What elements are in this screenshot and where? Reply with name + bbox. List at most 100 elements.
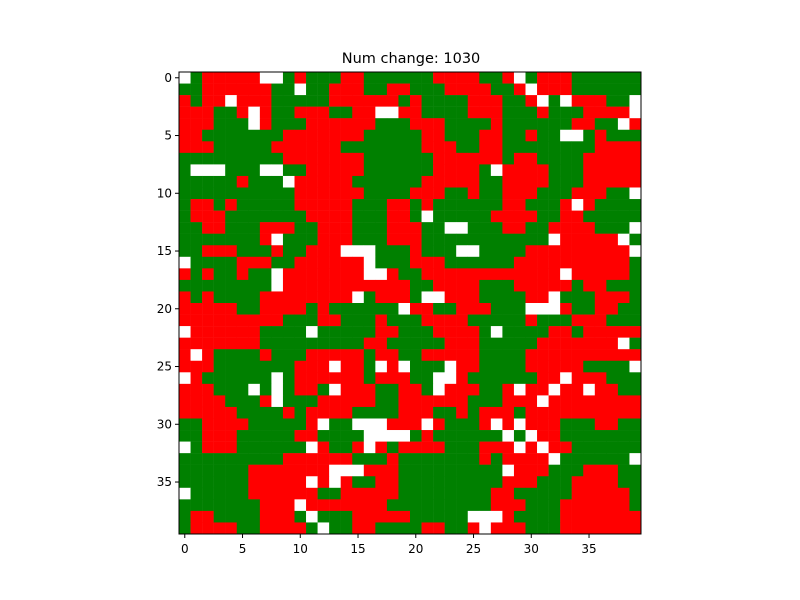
heatmap-cell [236,430,249,442]
heatmap-cell [617,279,630,292]
heatmap-cell [398,453,411,465]
heatmap-cell [513,95,526,107]
heatmap-cell [537,522,549,535]
heatmap-cell [583,118,596,130]
heatmap-cell [306,199,318,211]
heatmap-cell [525,395,538,408]
heatmap-cell [513,464,526,477]
heatmap-cell [375,372,388,385]
heatmap-cell [375,430,388,442]
heatmap-cell [629,349,642,361]
heatmap-cell [340,268,353,281]
heatmap-cell [537,499,549,512]
heatmap-cell [225,118,237,130]
heatmap-cell [410,303,422,315]
heatmap-cell [490,141,503,154]
heatmap-cell [259,199,272,211]
heatmap-cell [213,187,226,200]
heatmap-cell [583,83,596,96]
heatmap-cell [225,291,237,304]
heatmap-cell [410,326,422,338]
heatmap-cell [410,199,422,211]
heatmap-cell [525,245,538,258]
heatmap-cell [433,372,445,385]
heatmap-cell [213,406,226,419]
heatmap-cell [375,187,388,200]
heatmap-cell [329,268,341,281]
heatmap-cell [629,83,642,96]
heatmap-cell [259,314,272,327]
heatmap-cell [537,314,549,327]
heatmap-cell [306,233,318,246]
heatmap-cell [306,210,318,223]
heatmap-cell [617,510,630,523]
heatmap-cell [225,372,237,385]
y-tick-label: 5 [164,129,172,143]
heatmap-cell [617,129,630,142]
heatmap-cell [329,441,341,454]
heatmap-cell [271,476,284,489]
heatmap-cell [282,418,295,431]
heatmap-cell [617,453,630,465]
heatmap-cell [490,372,503,385]
heatmap-cell [617,187,630,200]
heatmap-cell [375,164,388,177]
heatmap-cell [282,175,295,188]
heatmap-cell [329,383,341,396]
heatmap-cell [202,291,214,304]
heatmap-cell [271,164,284,177]
heatmap-cell [525,522,538,535]
heatmap-cell [306,476,318,489]
heatmap-cell [213,210,226,223]
heatmap-cell [375,95,388,107]
heatmap-cell [352,360,365,373]
heatmap-cell [271,510,284,523]
heatmap-cell [259,222,272,234]
heatmap-cell [179,72,191,84]
heatmap-cell [282,464,295,477]
heatmap-cell [410,430,422,442]
heatmap-cell [340,129,353,142]
heatmap-cell [306,256,318,269]
heatmap-cell [629,199,642,211]
heatmap-cell [490,118,503,130]
heatmap-cell [294,164,307,177]
heatmap-cell [548,199,561,211]
heatmap-cell [490,164,503,177]
heatmap-cell [202,233,214,246]
heatmap-cell [456,303,468,315]
heatmap-cell [629,418,642,431]
heatmap-cell [363,106,376,119]
heatmap-cell [444,175,457,188]
heatmap-cell [444,349,457,361]
heatmap-cell [410,476,422,489]
heatmap-cell [410,95,422,107]
y-tick-label: 30 [157,417,172,431]
heatmap-cell [525,291,538,304]
heatmap-cell [594,95,607,107]
heatmap-cell [363,118,376,130]
heatmap-cell [410,510,422,523]
heatmap-cell [502,279,515,292]
heatmap-cell [202,210,214,223]
heatmap-cell [271,95,284,107]
heatmap-cell [629,210,642,223]
heatmap-cell [502,141,515,154]
heatmap-cell [386,441,399,454]
heatmap-cell [282,360,295,373]
heatmap-cell [433,349,445,361]
heatmap-cell [571,499,584,512]
heatmap-cell [248,83,261,96]
heatmap-cell [317,464,330,477]
heatmap-cell [340,199,353,211]
heatmap-cell [571,418,584,431]
heatmap-cell [259,210,272,223]
heatmap-cell [456,522,468,535]
heatmap-cell [294,314,307,327]
heatmap-cell [571,372,584,385]
heatmap-cell [433,256,445,269]
heatmap-cell [225,337,237,350]
heatmap-cell [606,337,619,350]
heatmap-cell [479,499,492,512]
heatmap-cell [548,499,561,512]
